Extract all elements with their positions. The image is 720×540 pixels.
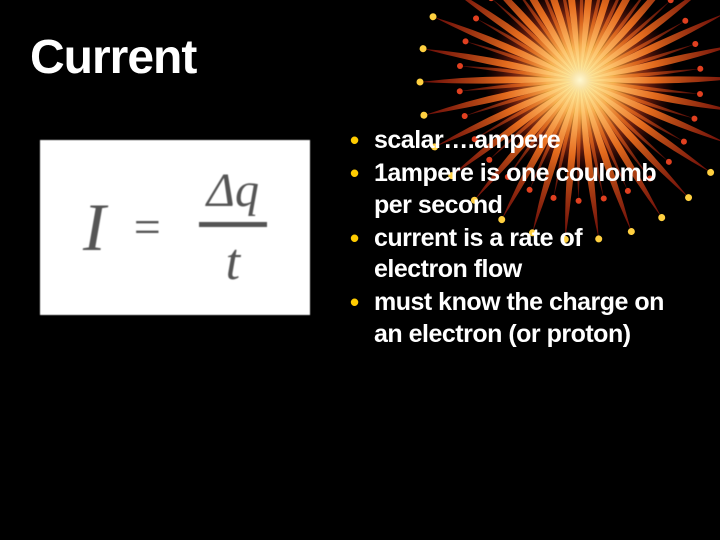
- formula-denominator: t: [226, 227, 240, 292]
- bullet-item: 1ampere is one coulomb per second: [350, 158, 670, 221]
- formula: I = Δq t: [83, 163, 267, 292]
- content-area: I = Δq t scalar….ampere 1ampere is one c…: [30, 125, 690, 352]
- formula-numerator: Δq: [199, 163, 267, 222]
- slide: Current I = Δq t scalar….ampere 1ampere …: [0, 0, 720, 540]
- bullet-item: must know the charge on an electron (or …: [350, 287, 670, 350]
- slide-title: Current: [30, 30, 690, 85]
- bullet-item: scalar….ampere: [350, 125, 670, 156]
- formula-box: I = Δq t: [40, 140, 310, 315]
- formula-fraction: Δq t: [199, 163, 267, 292]
- bullet-item: current is a rate of electron flow: [350, 223, 670, 286]
- bullet-list: scalar….ampere 1ampere is one coulomb pe…: [350, 125, 670, 352]
- formula-lhs: I: [83, 188, 106, 267]
- formula-equals: =: [134, 200, 171, 255]
